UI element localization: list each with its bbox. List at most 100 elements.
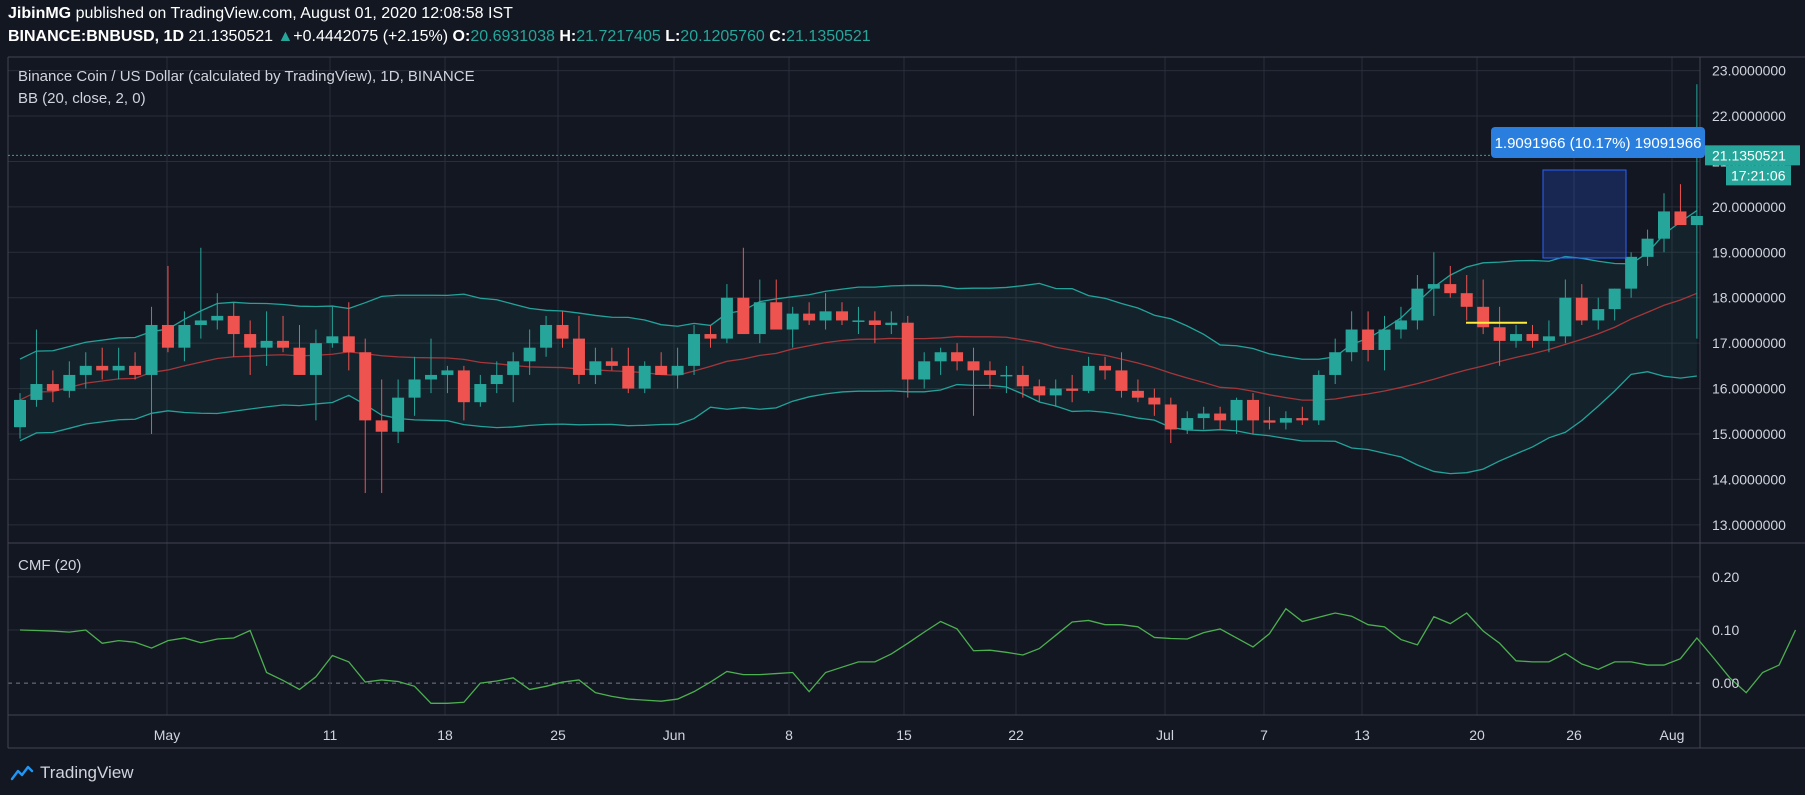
candle-body (1230, 399, 1243, 421)
time-tick-label: 20 (1469, 727, 1485, 743)
low-label: L: (665, 28, 681, 45)
candle-body (342, 336, 355, 353)
candle-body (803, 313, 816, 321)
candle-body (1329, 352, 1342, 375)
tradingview-logo[interactable]: TradingView (10, 760, 134, 786)
measure-tool[interactable]: 1.9091966 (10.17%) 19091966 (1491, 127, 1705, 259)
candle-body (129, 365, 142, 375)
candle-body (1444, 284, 1457, 294)
candle-body (523, 347, 536, 362)
candle-body (14, 399, 26, 428)
candle-body (178, 324, 191, 348)
candle-body (1296, 418, 1309, 421)
candle-body (1279, 418, 1292, 423)
price-tick-label: 16.0000000 (1712, 381, 1786, 397)
candle-body (671, 365, 684, 375)
price-tick-label: 22.0000000 (1712, 108, 1786, 124)
cmf-line (19, 607, 1797, 704)
candle-body (457, 370, 470, 403)
cmf-tick-label: 0.10 (1712, 622, 1739, 638)
candle-body (655, 365, 668, 375)
candle-body (819, 311, 832, 321)
main-pane-title: Binance Coin / US Dollar (calculated by … (18, 68, 475, 85)
candle-body (605, 361, 618, 366)
candle-body (1131, 390, 1144, 398)
price-tick-label: 15.0000000 (1712, 426, 1786, 442)
candle-body (161, 324, 174, 348)
candle-body (490, 374, 503, 385)
candle-body (967, 361, 980, 371)
measure-label: 1.9091966 (10.17%) 19091966 (1495, 135, 1702, 152)
countdown-badge (1726, 165, 1791, 186)
time-tick-label: Jul (1156, 727, 1174, 743)
measure-range-box[interactable] (1542, 169, 1627, 259)
change-value: +0.4442075 (+2.15%) (293, 28, 449, 45)
candle-body (737, 297, 750, 335)
candle-body (46, 384, 59, 391)
close-label: C: (769, 28, 787, 45)
symbol-label[interactable]: BINANCE:BNBUSD, 1D (8, 28, 185, 45)
candlestick-series (8, 84, 1703, 494)
candle-body (720, 297, 733, 339)
candle-body (704, 334, 717, 339)
candle-body (901, 322, 914, 380)
candle-body (96, 365, 109, 371)
candle-body (359, 352, 372, 421)
candle-body (326, 336, 339, 344)
price-tick-label: 20.0000000 (1712, 199, 1786, 215)
candle-body (852, 320, 865, 322)
candle-body (112, 365, 125, 371)
candle-body (589, 361, 602, 375)
time-tick-label: Jun (663, 727, 686, 743)
tradingview-logo-icon (10, 765, 34, 781)
candle-body (375, 420, 388, 432)
candle-body (1033, 386, 1046, 396)
candle-body (145, 324, 158, 375)
candle-body (1181, 418, 1194, 430)
cmf-tick-label: 0.20 (1712, 569, 1739, 585)
bb-lower-line (19, 371, 1697, 475)
bb-indicator-title: BB (20, close, 2, 0) (18, 90, 146, 107)
candle-body (1099, 365, 1112, 371)
time-tick-label: May (154, 727, 180, 743)
candle-body (1394, 320, 1407, 330)
candle-body (30, 384, 43, 400)
candle-body (1115, 370, 1128, 391)
candle-body (983, 370, 996, 375)
candle-body (1493, 327, 1506, 341)
candle-body (1559, 297, 1572, 337)
time-tick-label: 22 (1008, 727, 1024, 743)
time-tick-label: 8 (785, 727, 793, 743)
time-tick-label: 18 (437, 727, 453, 743)
candle-body (556, 324, 569, 339)
candle-body (408, 379, 421, 398)
candle-body (1263, 420, 1276, 423)
last-price: 21.1350521 (188, 28, 273, 45)
open-label: O: (452, 28, 471, 45)
tradingview-brand: TradingView (40, 763, 134, 782)
candle-body (868, 320, 881, 325)
candle-body (770, 302, 783, 330)
high-value: 21.7217405 (576, 28, 661, 45)
measure-label-box (1491, 127, 1705, 158)
low-value: 20.1205760 (680, 28, 765, 45)
candle-body (1345, 329, 1358, 353)
candle-body (1592, 309, 1605, 321)
close-value: 21.1350521 (786, 28, 871, 45)
candle-body (1575, 297, 1588, 321)
author-name[interactable]: JibinMG (8, 5, 72, 22)
candle-body (227, 315, 240, 335)
candle-body (1164, 404, 1177, 430)
candle-body (951, 352, 964, 362)
candle-body (1000, 374, 1013, 377)
candle-body (260, 340, 273, 348)
bb-fill (20, 210, 1697, 474)
candle-body (622, 365, 635, 389)
candle-body (277, 340, 290, 348)
candle-body (1477, 306, 1490, 328)
price-tick-label: 14.0000000 (1712, 471, 1786, 487)
candle-body (934, 352, 947, 362)
open-value: 20.6931038 (470, 28, 555, 45)
candle-body (211, 315, 224, 321)
